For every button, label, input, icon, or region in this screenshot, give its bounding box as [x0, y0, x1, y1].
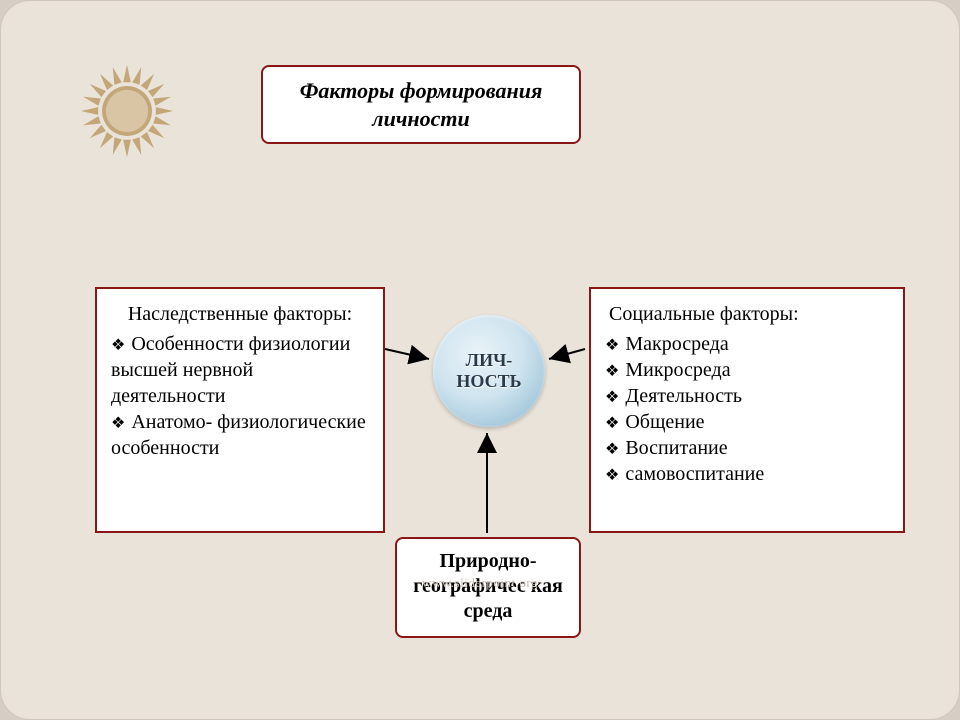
arrow-right-icon — [549, 349, 585, 359]
slide: Факторы формирования личности Наследстве… — [0, 0, 960, 720]
slide-inner: Факторы формирования личности Наследстве… — [29, 29, 931, 691]
watermark: www.sliderpoint.org — [422, 575, 538, 591]
arrow-left-icon — [385, 349, 429, 359]
